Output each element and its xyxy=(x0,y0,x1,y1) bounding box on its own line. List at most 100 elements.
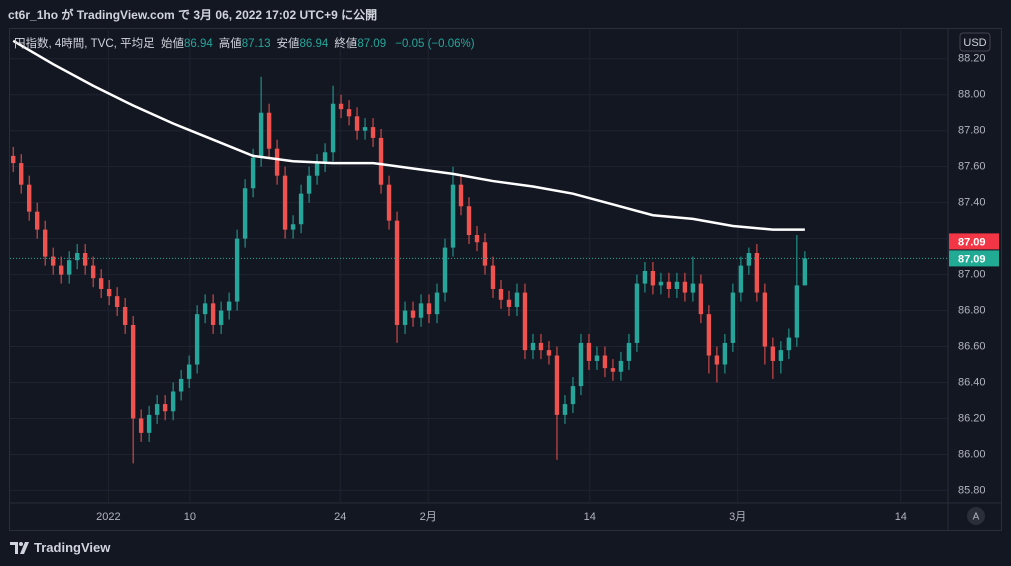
candle-body xyxy=(178,378,184,392)
candle-body xyxy=(802,258,808,286)
y-tick-label: 86.20 xyxy=(958,412,986,424)
legend-label: 終値 xyxy=(334,38,358,50)
candle-body xyxy=(410,310,416,318)
legend-value: 86.94 xyxy=(299,38,329,50)
candle-body xyxy=(642,270,648,284)
y-tick-label: 88.00 xyxy=(958,89,986,101)
candle-body xyxy=(666,281,672,289)
logo xyxy=(10,541,29,554)
candle-body xyxy=(66,260,72,275)
candle-body xyxy=(58,265,64,275)
candle-body xyxy=(754,253,760,293)
y-tick-label: 87.00 xyxy=(958,268,986,280)
candle-body xyxy=(570,386,576,405)
candle-body xyxy=(594,355,600,361)
candle-body xyxy=(458,184,464,207)
candle-body xyxy=(10,155,16,164)
candle-body xyxy=(722,342,728,365)
candle-body xyxy=(610,368,616,372)
y-tick-label: 86.80 xyxy=(958,304,986,316)
x-tick-label: 14 xyxy=(584,511,596,523)
candle-body xyxy=(202,303,208,315)
candle-body xyxy=(34,211,40,230)
candle-body xyxy=(794,285,800,338)
y-tick-label: 86.60 xyxy=(958,340,986,352)
candle-body xyxy=(682,281,688,293)
x-tick-label: 3月 xyxy=(729,511,746,523)
moving-average xyxy=(12,39,805,231)
candle-body xyxy=(394,220,400,325)
candle-body xyxy=(386,184,392,221)
candle-body xyxy=(346,109,352,117)
candle-body xyxy=(786,337,792,351)
y-tick-label: 86.00 xyxy=(958,448,986,460)
candle-body xyxy=(242,188,248,239)
candle-body xyxy=(730,292,736,343)
candle-body xyxy=(170,391,176,412)
candle-body xyxy=(698,283,704,315)
y-tick-label: 87.40 xyxy=(958,197,986,209)
y-tick-label: 85.80 xyxy=(958,484,986,496)
candle-body xyxy=(154,404,160,415)
legend-value: 86.94 xyxy=(183,38,213,50)
price-label-box xyxy=(949,233,999,250)
x-tick-label: 10 xyxy=(184,511,196,523)
grid xyxy=(10,30,948,503)
candle-body xyxy=(482,242,488,266)
candle-body xyxy=(362,127,368,131)
candle-body xyxy=(690,283,696,293)
legend-label: 安値 xyxy=(276,38,300,50)
candle-body xyxy=(162,404,168,412)
candle-body xyxy=(538,342,544,351)
auto-scale-button[interactable] xyxy=(967,507,985,525)
candle-body xyxy=(186,364,192,379)
price-label-box xyxy=(949,250,999,267)
candle-body xyxy=(194,314,200,365)
candle-body xyxy=(626,342,632,361)
legend-label: 始値 xyxy=(160,38,184,50)
candle-body xyxy=(258,112,264,158)
candle-body xyxy=(658,281,664,286)
x-tick-label: 2022 xyxy=(96,511,120,523)
candle-body xyxy=(282,175,288,230)
candle-body xyxy=(746,253,752,266)
currency-box[interactable] xyxy=(959,32,991,52)
candle-body xyxy=(322,152,328,164)
candle-body xyxy=(506,299,512,307)
x-tick-label: 14 xyxy=(895,511,907,523)
candle-body xyxy=(490,265,496,289)
x-tick-label: 24 xyxy=(334,511,346,523)
candle-body xyxy=(218,310,224,325)
candle-body xyxy=(250,157,256,189)
legend-title: 円指数, 4時間, TVC, 平均足 xyxy=(14,38,155,50)
candle-body xyxy=(778,350,784,361)
candle-body xyxy=(634,283,640,343)
candle-body xyxy=(306,175,312,194)
candle-body xyxy=(50,256,56,266)
chart-frame xyxy=(9,28,1002,531)
candle-body xyxy=(562,404,568,415)
candle-body xyxy=(74,253,80,261)
candle-body xyxy=(378,137,384,185)
price-label: 87.09 xyxy=(958,253,986,265)
candle-body xyxy=(554,355,560,415)
candle-body xyxy=(234,238,240,302)
candle-body xyxy=(266,112,272,149)
candle-body xyxy=(586,342,592,361)
candle-body xyxy=(714,355,720,365)
candle-body xyxy=(314,163,320,176)
candle-body xyxy=(466,206,472,236)
candle-body xyxy=(426,303,432,315)
candle-body xyxy=(738,265,744,293)
legend-value: 87.13 xyxy=(241,38,271,50)
y-tick-label: 88.20 xyxy=(958,53,986,65)
candle-body xyxy=(106,288,112,297)
candle-body xyxy=(18,163,24,185)
currency: USD xyxy=(963,37,986,49)
footer-brand: TradingView xyxy=(34,540,111,555)
candle-body xyxy=(210,303,216,325)
candle-body xyxy=(114,296,120,307)
candle-body xyxy=(330,103,336,153)
legend-items: 始値86.94 高値87.13 安値86.94 終値87.09 xyxy=(161,38,392,50)
